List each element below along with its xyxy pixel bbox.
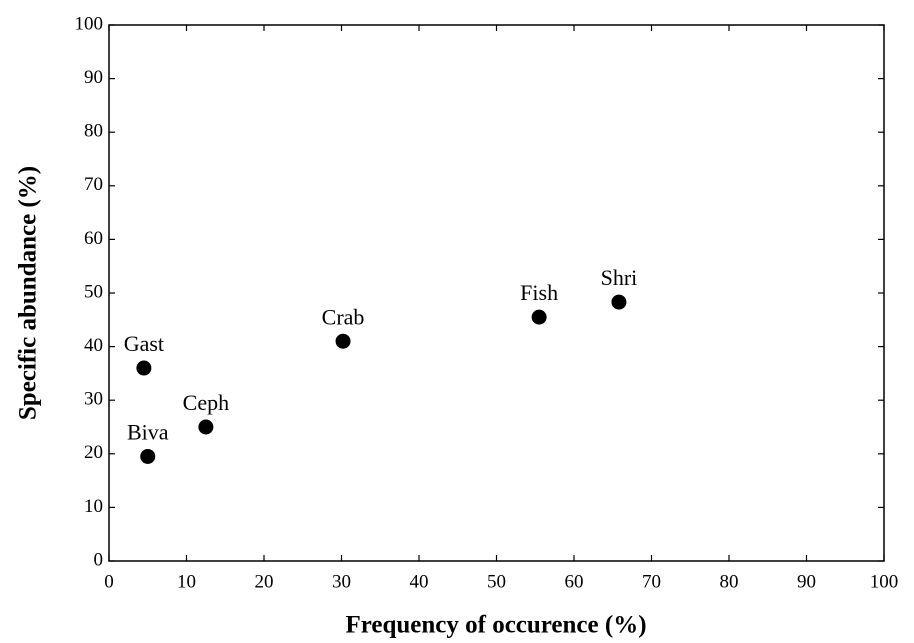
point-label: Gast — [124, 331, 164, 356]
point-label: Fish — [520, 280, 558, 305]
y-tick-label: 70 — [84, 174, 103, 195]
point — [198, 419, 214, 435]
point-label: Biva — [127, 420, 169, 445]
y-tick-label: 20 — [84, 442, 103, 463]
x-tick-label: 70 — [642, 571, 661, 592]
x-tick-label: 80 — [720, 571, 739, 592]
point — [136, 360, 152, 376]
y-tick-label: 90 — [84, 67, 103, 88]
x-tick-label: 90 — [797, 571, 816, 592]
x-tick-label: 20 — [255, 571, 274, 592]
y-tick-label: 80 — [84, 121, 103, 142]
y-tick-label: 40 — [84, 335, 103, 356]
x-tick-label: 30 — [332, 571, 351, 592]
x-axis-label: Frequency of occurence (%) — [345, 612, 646, 639]
point — [611, 294, 627, 310]
point-label: Ceph — [183, 390, 229, 415]
y-tick-label: 30 — [84, 389, 103, 410]
x-tick-label: 40 — [410, 571, 429, 592]
point-label: Crab — [322, 304, 365, 329]
point — [531, 309, 547, 325]
x-tick-label: 60 — [565, 571, 584, 592]
y-tick-label: 10 — [84, 496, 103, 517]
point — [335, 333, 351, 349]
y-tick-label: 60 — [84, 228, 103, 249]
x-tick-label: 100 — [870, 571, 899, 592]
y-tick-label: 100 — [75, 13, 104, 34]
y-tick-label: 50 — [84, 281, 103, 302]
point-label: Shri — [601, 265, 638, 290]
y-axis-label: Specific abundance (%) — [15, 166, 42, 420]
x-tick-label: 50 — [487, 571, 506, 592]
plot-frame — [108, 24, 885, 562]
point — [140, 448, 156, 464]
y-tick-label: 0 — [94, 549, 104, 570]
x-tick-label: 10 — [177, 571, 196, 592]
x-tick-label: 0 — [104, 571, 114, 592]
